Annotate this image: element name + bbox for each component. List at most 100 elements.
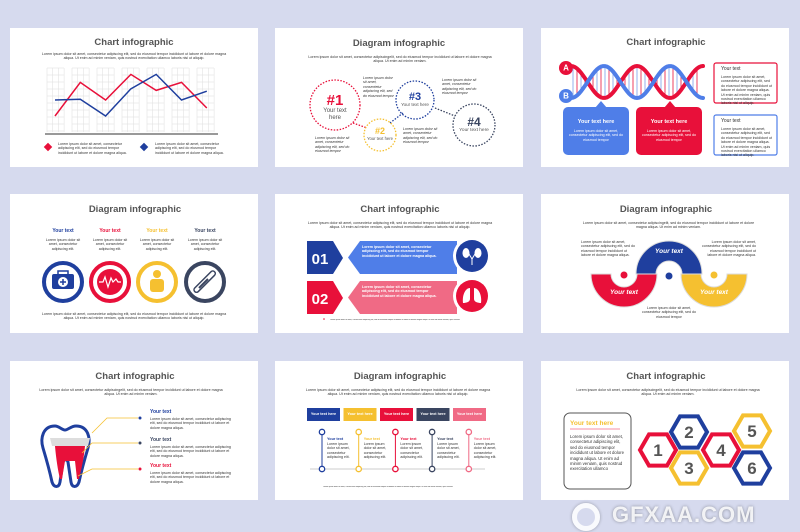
box-title: Your text here (570, 420, 614, 427)
heartbeat-icon (97, 269, 123, 295)
item-text: Lorem ipsum dolor sit amet, consectetur … (45, 238, 81, 251)
hexagon-1 (637, 432, 679, 468)
callout-title: Your text here (577, 119, 615, 125)
step-title: Your text (363, 437, 380, 441)
item-text: Lorem ipsum dolor sit amet, consectetur … (150, 445, 231, 458)
item-label: Your text (194, 228, 216, 234)
row-number: 01 (312, 251, 329, 268)
slide-6-wave-arcs[interactable]: Diagram infographic Lorem ipsum dolor si… (541, 194, 789, 333)
strand-a-label: A (563, 64, 569, 73)
strand-b-label: B (563, 92, 569, 101)
hexagon-number: 3 (684, 459, 693, 478)
thermometer-icon (193, 270, 217, 294)
legend-marker-red (43, 142, 53, 152)
item-title: Your text (150, 409, 172, 415)
step-box (416, 408, 450, 421)
note-text: Lorem ipsum dolor sit amet, consectetur … (363, 76, 394, 98)
item-text: Lorem ipsum dolor sit amet, consectetur … (150, 417, 231, 430)
slide-description: Lorem ipsum dolor sit amet, consectetur … (576, 388, 760, 397)
note-text: Lorem ipsum dolor sit amet, consectetur … (403, 127, 438, 145)
row-text: Lorem ipsum dolor sit amet, consectetur … (362, 245, 437, 258)
row-number: 02 (312, 291, 329, 308)
hexagon-3 (668, 450, 710, 486)
slide-description: Lorem ipsum dolor sit amet, consectetur … (39, 388, 223, 397)
circles-diagram: #1 #2 #3 #4 (309, 79, 496, 152)
note-text: Lorem ipsum dolor sit amet, consectetur … (442, 78, 477, 96)
step-box-label: Your text here (420, 412, 446, 416)
box-title: Your text (721, 66, 741, 72)
circle-label: Your text here (367, 136, 393, 141)
footnote: Lorem ipsum dolor sit amet, consectetur … (323, 486, 453, 488)
step-dot (318, 465, 326, 473)
circle-label: Your text here (401, 102, 429, 107)
step-dot (392, 428, 399, 436)
first-aid-kit-icon (52, 270, 74, 289)
callout-body: Lorem ipsum dolor sit amet, consectetur … (642, 129, 696, 142)
hexagon-number: 2 (684, 423, 693, 442)
slide-3-dna[interactable]: Chart infographic A B Your text here Lor… (541, 28, 789, 167)
step-text: Lorem ipsum dolor sit amet, consectetur … (473, 442, 497, 460)
step-box-label: Your text here (347, 412, 373, 416)
item-label: Your text (146, 228, 168, 234)
tooth-icon (40, 424, 91, 488)
dna-strand (569, 64, 705, 101)
dna-strand (569, 63, 705, 100)
step-box (307, 408, 340, 421)
slide-description: Lorem ipsum dolor sit amet, consectetur … (582, 221, 755, 230)
circle-number: #4 (467, 115, 481, 129)
arc-label-yellow: Your text (700, 289, 728, 296)
step-text: Lorem ipsum dolor sit amet, consectetur … (400, 442, 423, 460)
person-icon (150, 270, 164, 292)
legend-text-red: Lorem ipsum dolor sit amet, consectetur … (58, 142, 127, 155)
slide-title: Chart infographic (95, 371, 175, 382)
slide-2-numbered-circles[interactable]: Diagram infographic Lorem ipsum dolor si… (275, 28, 523, 167)
step-dot (465, 465, 473, 473)
hexagon-number: 5 (747, 422, 756, 441)
circle-number: #2 (375, 126, 385, 136)
step-box (380, 408, 413, 421)
step-text: Lorem ipsum dolor sit amet, consectetur … (437, 442, 460, 460)
slide-description: Lorem ipsum dolor sit amet, consectetur … (307, 221, 493, 230)
side-text: Lorem ipsum dolor sit amet, consectetur … (581, 240, 635, 258)
arc-label-red: Your text (610, 289, 638, 296)
circle-3 (395, 80, 435, 120)
slide-8-timeline[interactable]: Diagram infographic Lorem ipsum dolor si… (275, 361, 523, 500)
slide-1-line-chart[interactable]: Chart infographic Lorem ipsum dolor sit … (10, 28, 258, 167)
slide-title: Chart infographic (360, 204, 440, 215)
step-dot (392, 465, 399, 473)
item-text: Lorem ipsum dolor sit amet, consectetur … (187, 238, 223, 251)
slide-title: Chart infographic (626, 37, 706, 48)
lungs-icon (462, 288, 482, 303)
hexagon-4 (700, 432, 742, 468)
hexagon-number: 6 (747, 459, 756, 478)
box-title: Your text (721, 118, 741, 124)
hexagon-number: 4 (716, 441, 726, 460)
slide-description: Lorem ipsum dolor sit amet, consectetur … (305, 388, 491, 397)
side-text: Lorem ipsum dolor sit amet, consectetur … (702, 240, 756, 258)
slide-5-organs[interactable]: Chart infographic Lorem ipsum dolor sit … (275, 194, 523, 333)
item-text: Lorem ipsum dolor sit amet, consectetur … (139, 238, 175, 251)
circle-label: Your text here (323, 108, 347, 121)
box-body: Lorem ipsum dolor sit amet, consectetur … (721, 127, 772, 158)
item-title: Your text (150, 437, 172, 443)
step-dot (428, 465, 436, 473)
step-box (453, 408, 486, 421)
circle-4 (452, 103, 496, 147)
slide-title: Chart infographic (94, 37, 174, 48)
slide-4-medical-icons[interactable]: Diagram infographic Your text Your text … (10, 194, 258, 333)
slide-title: Diagram infographic (352, 38, 446, 49)
step-title: Your text (327, 437, 344, 441)
item-title: Your text (150, 463, 172, 469)
hexagon-number: 1 (653, 441, 662, 460)
hexagon-5 (731, 413, 773, 449)
step-dot (318, 428, 326, 436)
step-title: Your text (400, 437, 417, 441)
organ-rows: 01 02 (307, 237, 491, 320)
legend-text-blue: Lorem ipsum dolor sit amet, consectetur … (155, 142, 224, 155)
item-text: Lorem ipsum dolor sit amet, consectetur … (150, 471, 231, 484)
slide-7-tooth[interactable]: Chart infographic Lorem ipsum dolor sit … (10, 361, 258, 500)
box-body: Lorem ipsum dolor sit amet, consectetur … (721, 75, 772, 106)
slide-9-hexagons[interactable]: Chart infographic Lorem ipsum dolor sit … (541, 361, 789, 500)
kidneys-icon (462, 248, 482, 265)
step-text: Lorem ipsum dolor sit amet, consectetur … (327, 442, 350, 460)
